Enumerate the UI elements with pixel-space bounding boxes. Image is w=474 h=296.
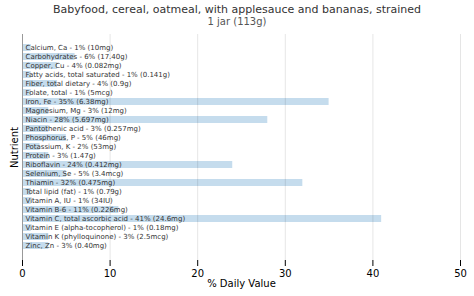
svg-text:Magnesium, Mg - 3% (12mg): Magnesium, Mg - 3% (12mg) — [26, 107, 128, 115]
svg-text:Carbohydrates - 6% (17.40g): Carbohydrates - 6% (17.40g) — [26, 53, 128, 61]
svg-text:Niacin - 28% (5.697mg): Niacin - 28% (5.697mg) — [26, 116, 109, 124]
html-text:1 jar (113g): 1 jar (113g) — [207, 16, 267, 27]
svg-text:Potassium, K - 2% (53mg): Potassium, K - 2% (53mg) — [26, 143, 117, 151]
svg-text:Riboflavin - 24% (0.412mg): Riboflavin - 24% (0.412mg) — [26, 161, 123, 169]
svg-text:Folate, total - 1% (5mcg): Folate, total - 1% (5mcg) — [26, 89, 113, 97]
svg-text:0: 0 — [19, 268, 25, 279]
svg-text:Total lipid (fat) - 1% (0.79g): Total lipid (fat) - 1% (0.79g) — [25, 188, 123, 196]
html-text:Babyfood, cereal, oatmeal, wit: Babyfood, cereal, oatmeal, with applesau… — [53, 3, 421, 16]
svg-text:Fiber, total dietary - 4% (0.9: Fiber, total dietary - 4% (0.9g) — [26, 80, 132, 88]
svg-text:Zinc, Zn - 3% (0.40mg): Zinc, Zn - 3% (0.40mg) — [26, 242, 108, 250]
svg-text:Vitamin B-6 - 11% (0.226mg): Vitamin B-6 - 11% (0.226mg) — [26, 206, 129, 214]
svg-text:30: 30 — [279, 268, 292, 279]
svg-text:Vitamin E (alpha-tocopherol) -: Vitamin E (alpha-tocopherol) - 1% (0.18m… — [26, 224, 179, 232]
svg-text:20: 20 — [191, 268, 204, 279]
svg-text:Vitamin A, IU - 1% (34IU): Vitamin A, IU - 1% (34IU) — [26, 197, 114, 205]
svg-text:Vitamin K (phylloquinone) - 3%: Vitamin K (phylloquinone) - 3% (2.5mcg) — [26, 233, 169, 241]
svg-text:Nutrient: Nutrient — [9, 127, 20, 168]
svg-text:10: 10 — [104, 268, 117, 279]
svg-text:Fatty acids, total saturated -: Fatty acids, total saturated - 1% (0.141… — [26, 71, 171, 79]
svg-text:50: 50 — [454, 268, 467, 279]
svg-text:40: 40 — [367, 268, 380, 279]
svg-text:Protein - 3% (1.47g): Protein - 3% (1.47g) — [26, 152, 97, 160]
svg-text:Iron, Fe - 35% (6.38mg): Iron, Fe - 35% (6.38mg) — [26, 98, 109, 106]
svg-text:Thiamin - 32% (0.475mg): Thiamin - 32% (0.475mg) — [25, 179, 116, 187]
svg-text:Selenium, Se - 5% (3.4mcg): Selenium, Se - 5% (3.4mcg) — [26, 170, 124, 178]
svg-text:Calcium, Ca - 1% (10mg): Calcium, Ca - 1% (10mg) — [26, 44, 114, 52]
svg-text:Pantothenic acid - 3% (0.257mg: Pantothenic acid - 3% (0.257mg) — [26, 125, 141, 133]
svg-text:Vitamin C, total ascorbic acid: Vitamin C, total ascorbic acid - 41% (24… — [26, 215, 186, 223]
svg-text:% Daily Value: % Daily Value — [207, 278, 276, 289]
svg-text:Copper, Cu - 4% (0.082mg): Copper, Cu - 4% (0.082mg) — [26, 62, 122, 70]
svg-text:Phosphorus, P - 5% (46mg): Phosphorus, P - 5% (46mg) — [26, 134, 122, 142]
